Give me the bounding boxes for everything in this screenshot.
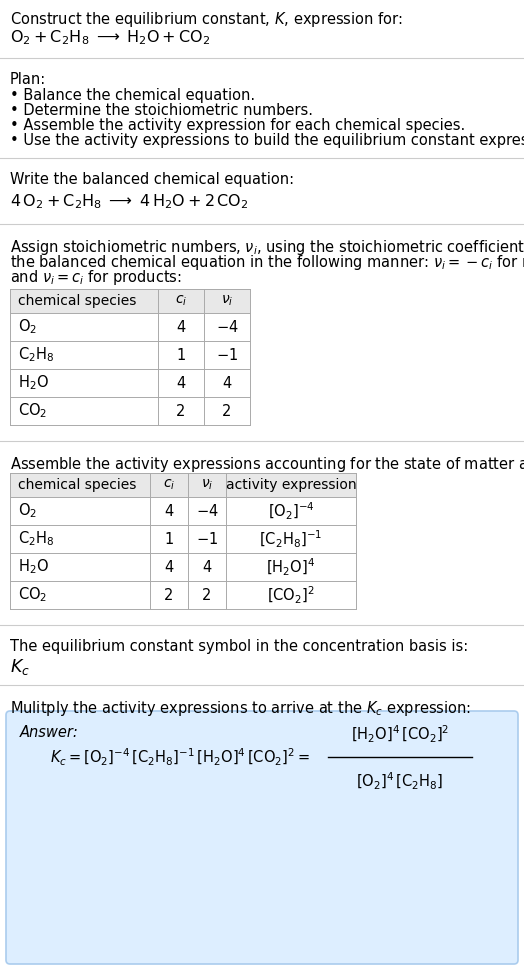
Text: $-1$: $-1$ bbox=[196, 531, 218, 547]
Text: 2: 2 bbox=[165, 588, 173, 602]
Text: chemical species: chemical species bbox=[18, 294, 136, 308]
Text: Construct the equilibrium constant, $K$, expression for:: Construct the equilibrium constant, $K$,… bbox=[10, 10, 402, 29]
Text: $c_i$: $c_i$ bbox=[175, 293, 187, 308]
Bar bbox=[10, 397, 250, 425]
Text: 4: 4 bbox=[177, 375, 185, 391]
Text: $\mathrm{4\,O_2 + C_2H_8 \;\longrightarrow\; 4\,H_2O + 2\,CO_2}$: $\mathrm{4\,O_2 + C_2H_8 \;\longrightarr… bbox=[10, 192, 249, 210]
Text: $K_c = [\mathrm{O_2}]^{-4}\,[\mathrm{C_2H_8}]^{-1}\,[\mathrm{H_2O}]^{4}\,[\mathr: $K_c = [\mathrm{O_2}]^{-4}\,[\mathrm{C_2… bbox=[50, 747, 310, 767]
Text: Write the balanced chemical equation:: Write the balanced chemical equation: bbox=[10, 172, 294, 187]
Text: $\mathrm{O_2}$: $\mathrm{O_2}$ bbox=[18, 317, 37, 337]
Text: chemical species: chemical species bbox=[18, 478, 136, 492]
Text: $[\mathrm{CO_2}]^{2}$: $[\mathrm{CO_2}]^{2}$ bbox=[267, 585, 315, 606]
Text: the balanced chemical equation in the following manner: $\nu_i = -c_i$ for react: the balanced chemical equation in the fo… bbox=[10, 253, 524, 272]
Text: $[\mathrm{O_2}]^4\,[\mathrm{C_2H_8}]$: $[\mathrm{O_2}]^4\,[\mathrm{C_2H_8}]$ bbox=[356, 771, 444, 792]
Text: $\mathrm{H_2O}$: $\mathrm{H_2O}$ bbox=[18, 373, 49, 393]
Bar bbox=[10, 289, 250, 313]
Text: $\mathrm{O_2 + C_2H_8 \;\longrightarrow\; H_2O + CO_2}$: $\mathrm{O_2 + C_2H_8 \;\longrightarrow\… bbox=[10, 28, 210, 46]
Text: activity expression: activity expression bbox=[226, 478, 356, 492]
Text: 2: 2 bbox=[176, 403, 185, 419]
Bar bbox=[10, 497, 356, 525]
Text: • Use the activity expressions to build the equilibrium constant expression.: • Use the activity expressions to build … bbox=[10, 133, 524, 148]
Text: $\nu_i$: $\nu_i$ bbox=[201, 478, 213, 492]
Bar bbox=[10, 553, 356, 581]
Text: $[\mathrm{O_2}]^{-4}$: $[\mathrm{O_2}]^{-4}$ bbox=[268, 501, 314, 521]
Text: $[\mathrm{C_2H_8}]^{-1}$: $[\mathrm{C_2H_8}]^{-1}$ bbox=[259, 529, 323, 549]
Bar bbox=[10, 525, 356, 553]
Bar bbox=[10, 313, 250, 341]
Text: $c_i$: $c_i$ bbox=[163, 478, 175, 492]
Text: 4: 4 bbox=[177, 319, 185, 335]
Text: Assign stoichiometric numbers, $\nu_i$, using the stoichiometric coefficients, $: Assign stoichiometric numbers, $\nu_i$, … bbox=[10, 238, 524, 257]
Text: $\mathrm{CO_2}$: $\mathrm{CO_2}$ bbox=[18, 586, 47, 604]
Text: $K_c$: $K_c$ bbox=[10, 657, 30, 677]
Text: 4: 4 bbox=[202, 560, 212, 574]
Text: $-4$: $-4$ bbox=[216, 319, 238, 335]
Text: $\mathrm{C_2H_8}$: $\mathrm{C_2H_8}$ bbox=[18, 530, 54, 548]
Text: • Assemble the activity expression for each chemical species.: • Assemble the activity expression for e… bbox=[10, 118, 465, 133]
Text: Mulitply the activity expressions to arrive at the $K_c$ expression:: Mulitply the activity expressions to arr… bbox=[10, 699, 471, 718]
Text: • Determine the stoichiometric numbers.: • Determine the stoichiometric numbers. bbox=[10, 103, 313, 118]
Text: • Balance the chemical equation.: • Balance the chemical equation. bbox=[10, 88, 255, 103]
Text: 4: 4 bbox=[165, 560, 173, 574]
Text: $-4$: $-4$ bbox=[195, 503, 219, 519]
Text: 1: 1 bbox=[177, 347, 185, 363]
Text: 2: 2 bbox=[202, 588, 212, 602]
Bar bbox=[10, 473, 356, 497]
Text: Plan:: Plan: bbox=[10, 72, 46, 87]
Text: 1: 1 bbox=[165, 532, 173, 546]
Text: $\mathrm{CO_2}$: $\mathrm{CO_2}$ bbox=[18, 401, 47, 421]
Text: Answer:: Answer: bbox=[20, 725, 79, 740]
Text: 2: 2 bbox=[222, 403, 232, 419]
Text: $[\mathrm{H_2O}]^{4}$: $[\mathrm{H_2O}]^{4}$ bbox=[266, 557, 315, 577]
Text: $\nu_i$: $\nu_i$ bbox=[221, 293, 233, 308]
Text: $-1$: $-1$ bbox=[216, 347, 238, 363]
Text: Assemble the activity expressions accounting for the state of matter and $\nu_i$: Assemble the activity expressions accoun… bbox=[10, 455, 524, 474]
FancyBboxPatch shape bbox=[6, 711, 518, 964]
Text: $\mathrm{C_2H_8}$: $\mathrm{C_2H_8}$ bbox=[18, 345, 54, 365]
Bar bbox=[10, 341, 250, 369]
Text: $\mathrm{O_2}$: $\mathrm{O_2}$ bbox=[18, 502, 37, 520]
Text: 4: 4 bbox=[222, 375, 232, 391]
Text: and $\nu_i = c_i$ for products:: and $\nu_i = c_i$ for products: bbox=[10, 268, 182, 287]
Text: $[\mathrm{H_2O}]^4\,[\mathrm{CO_2}]^2$: $[\mathrm{H_2O}]^4\,[\mathrm{CO_2}]^2$ bbox=[351, 724, 449, 745]
Text: The equilibrium constant symbol in the concentration basis is:: The equilibrium constant symbol in the c… bbox=[10, 639, 468, 654]
Bar bbox=[10, 369, 250, 397]
Text: $\mathrm{H_2O}$: $\mathrm{H_2O}$ bbox=[18, 558, 49, 576]
Bar bbox=[10, 581, 356, 609]
Text: 4: 4 bbox=[165, 504, 173, 518]
